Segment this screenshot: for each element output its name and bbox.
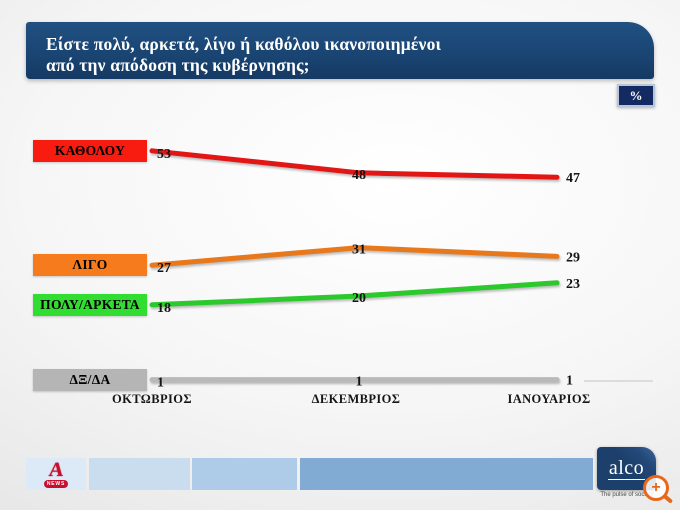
value-label: 47 [566,171,580,186]
value-label: 20 [352,291,366,306]
alco-logo: alco [597,447,656,490]
question-line-2: από την απόδοση της κυβέρνησης; [46,55,310,75]
value-label: 23 [566,277,580,292]
value-label: 29 [566,250,580,265]
footer-bar-segment-4 [300,458,593,490]
series-legend-4: ΔΞ/ΔΑ [33,369,147,391]
magnifier-plus-icon [643,475,669,501]
value-label: 27 [157,261,171,276]
series-legend-1: ΚΑΘΟΛΟΥ [33,140,147,162]
footer-bar-segment-3 [192,458,297,490]
series-legend-3: ΠΟΛΥ/ΑΡΚΕΤΑ [33,294,147,316]
value-label: 18 [157,301,171,316]
x-axis-label-3: ΙΑΝΟΥΑΡΙΟΣ [507,392,591,406]
value-label: 53 [157,147,171,162]
question-header: Είστε πολύ, αρκετά, λίγο ή καθόλου ικανο… [26,22,654,79]
value-label: 48 [352,168,366,183]
alpha-letter: A [47,458,65,481]
alpha-news-logo: A NEWS [42,459,70,489]
series-legend-2: ΛΙΓΟ [33,254,147,276]
alco-wordmark: alco [607,456,646,480]
percent-badge: % [617,84,655,107]
series-line-3 [149,280,560,308]
x-axis-label-1: ΟΚΤΩΒΡΙΟΣ [112,392,192,406]
alpha-news-badge: NEWS [44,479,68,488]
footer-bar-segment-2 [89,458,190,490]
alco-tagline: The pulse of society [600,492,654,498]
series-line-2 [149,245,560,268]
x-axis-label-2: ΔΕΚΕΜΒΡΙΟΣ [311,392,401,406]
series-line-1 [149,148,560,180]
value-label: 31 [352,243,366,258]
question-line-1: Είστε πολύ, αρκετά, λίγο ή καθόλου ικανο… [46,34,442,54]
value-label: 1 [356,375,363,390]
value-label: 1 [566,374,573,389]
value-label: 1 [157,376,164,391]
